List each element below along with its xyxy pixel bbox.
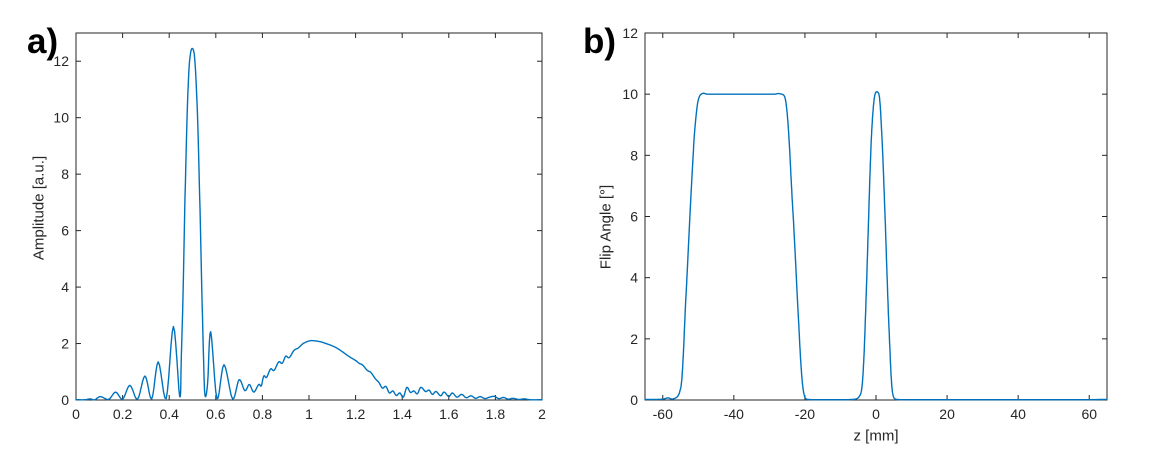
- y-tick-label: 10: [622, 86, 638, 102]
- y-tick-label: 4: [61, 279, 69, 295]
- axes-box: [75, 32, 543, 401]
- x-tick-label: 20: [939, 406, 955, 422]
- y-tick-label: 6: [630, 209, 638, 225]
- y-tick-label: 0: [61, 392, 69, 408]
- x-tick-label: 40: [1010, 406, 1026, 422]
- x-tick-label: 1.2: [346, 406, 366, 422]
- panel-b-label: b): [583, 22, 617, 61]
- x-tick-label: 0.8: [253, 406, 273, 422]
- x-tick-label: 1.6: [439, 406, 459, 422]
- flip-angle-profile-curve: [644, 91, 1108, 401]
- y-tick-label: 12: [53, 53, 69, 69]
- panel-a-label: a): [27, 22, 59, 61]
- y-tick-label: 4: [630, 270, 638, 286]
- x-tick-label: 60: [1081, 406, 1097, 422]
- axes-box: [644, 32, 1108, 401]
- x-tick-label: -20: [795, 406, 815, 422]
- x-tick-label: 0: [872, 406, 880, 422]
- x-tick-label: -40: [724, 406, 744, 422]
- y-tick-label: 8: [630, 147, 638, 163]
- x-tick-label: 1.4: [392, 406, 412, 422]
- y-tick-label: 12: [622, 25, 638, 41]
- y-tick-label: 2: [630, 331, 638, 347]
- x-tick-label: 0.6: [206, 406, 226, 422]
- panel-a-y-axis-title: Amplitude [a.u.]: [30, 155, 48, 261]
- amplitude-profile-curve: [75, 47, 543, 401]
- panel-b-x-axis-title: z [mm]: [853, 427, 899, 445]
- y-tick-label: 6: [61, 223, 69, 239]
- x-tick-label: 1: [305, 406, 313, 422]
- y-tick-label: 0: [630, 392, 638, 408]
- panel-b-axes: -60 -40 -20 0 20 40 60 0 2 4 6 8 10 12: [622, 25, 1108, 422]
- x-tick-label: 0.4: [159, 406, 179, 422]
- panel-a-axes: 0 0.2 0.4 0.6 0.8 1 1.2 1.4 1.6 1.8 2 0 2 4 6 8 10 12: [53, 32, 546, 422]
- x-tick-label: 2: [538, 406, 546, 422]
- x-tick-label: -60: [653, 406, 673, 422]
- x-tick-label: 0: [72, 406, 80, 422]
- y-tick-label: 8: [61, 166, 69, 182]
- x-tick-label: 0.2: [113, 406, 133, 422]
- y-tick-label: 2: [61, 336, 69, 352]
- x-tick-label: 1.8: [486, 406, 506, 422]
- panel-b-y-axis-title: Flip Angle [°]: [597, 184, 615, 270]
- y-tick-label: 10: [53, 110, 69, 126]
